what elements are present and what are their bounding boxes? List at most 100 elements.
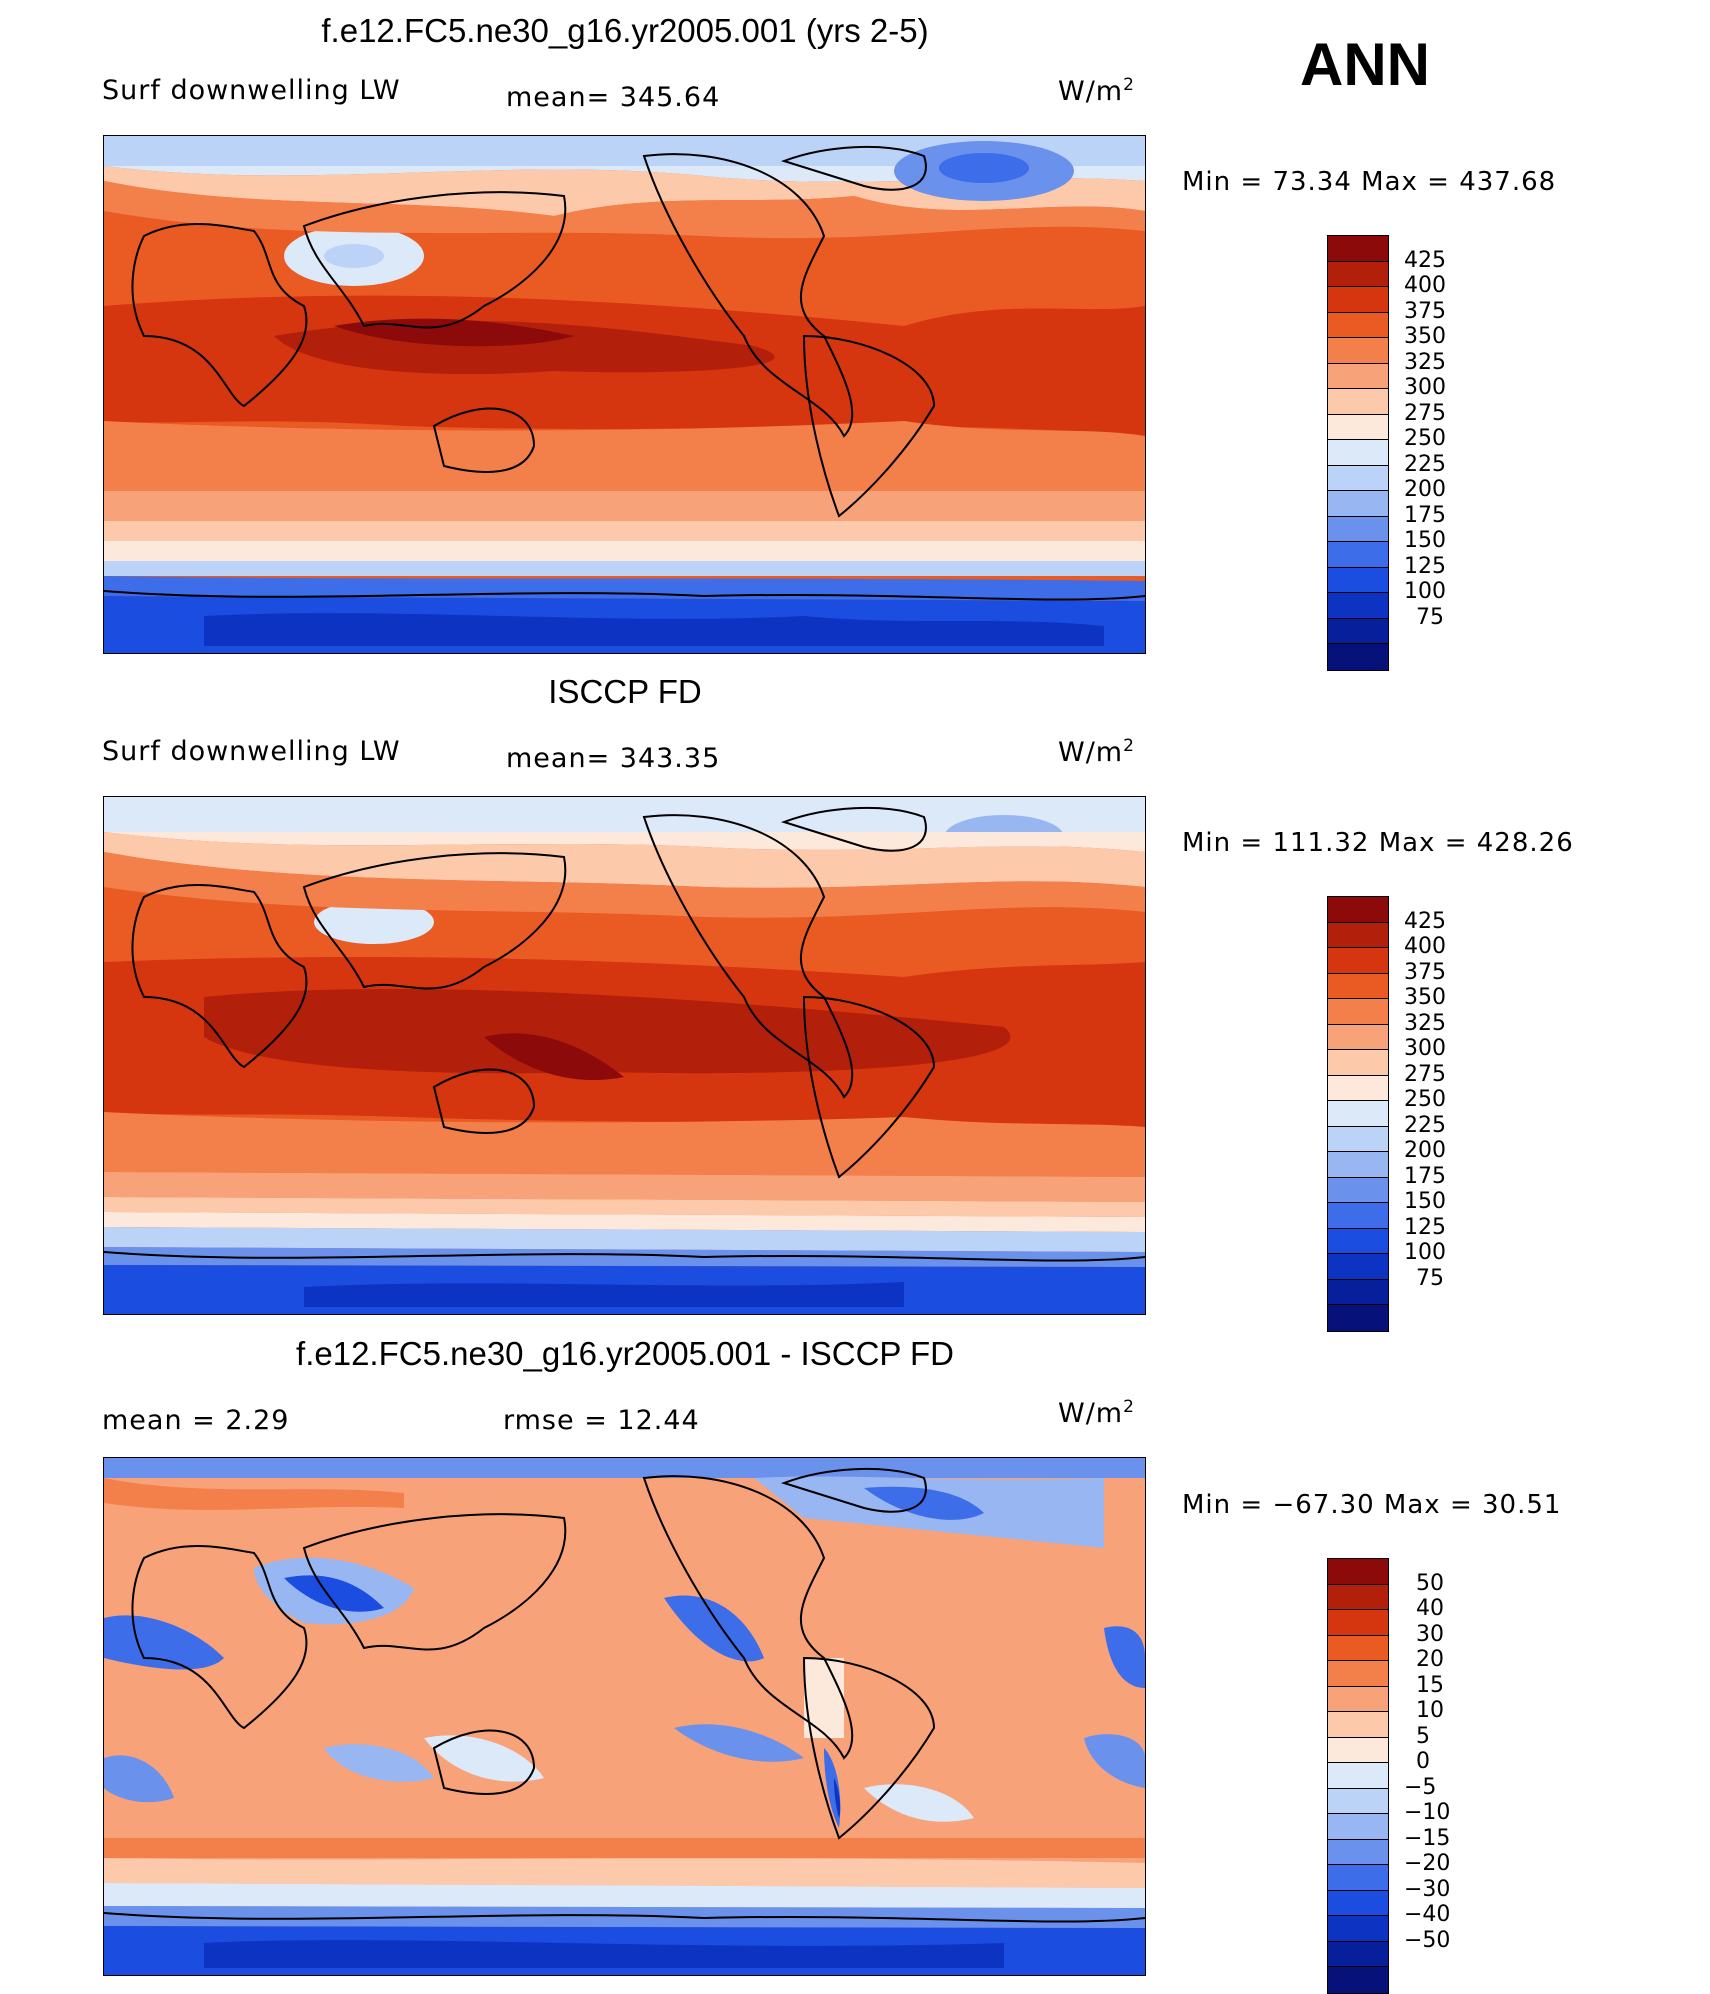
colorbar-swatch bbox=[1328, 1737, 1388, 1763]
colorbar-tick-label: 325 bbox=[1404, 1010, 1446, 1036]
panel-1-variable-label: Surf downwelling LW bbox=[102, 75, 401, 106]
colorbar-swatch bbox=[1328, 1763, 1388, 1789]
panel-3-map bbox=[103, 1457, 1146, 1976]
colorbar-swatch bbox=[1328, 644, 1388, 670]
colorbar-swatch bbox=[1328, 516, 1388, 542]
colorbar-swatch bbox=[1328, 261, 1388, 287]
colorbar-swatch bbox=[1328, 948, 1388, 974]
panel-1-mean-label: mean= 345.64 bbox=[506, 82, 721, 113]
colorbar-tick-label: 200 bbox=[1404, 477, 1446, 502]
colorbar-tick-label: 250 bbox=[1404, 426, 1446, 451]
colorbar-swatch bbox=[1328, 1305, 1388, 1331]
colorbar-swatch bbox=[1328, 1075, 1388, 1101]
panel-2-variable-label: Surf downwelling LW bbox=[102, 736, 401, 767]
colorbar-tick-label: 5 bbox=[1416, 1723, 1430, 1749]
colorbar-swatch bbox=[1328, 593, 1388, 619]
colorbar-swatch bbox=[1328, 1788, 1388, 1814]
colorbar-tick-label: 75 bbox=[1416, 1265, 1444, 1291]
colorbar-tick-label: 100 bbox=[1404, 1240, 1446, 1265]
colorbar-tick-label: −10 bbox=[1404, 1800, 1451, 1825]
colorbar-swatch bbox=[1328, 1967, 1388, 1993]
colorbar-swatch bbox=[1328, 1203, 1388, 1229]
panel-3-colorbar bbox=[1327, 1558, 1389, 1994]
colorbar-tick-label: 150 bbox=[1404, 1189, 1446, 1214]
colorbar-tick-label: −20 bbox=[1404, 1851, 1451, 1876]
panel-2-map bbox=[103, 796, 1146, 1315]
colorbar-swatch bbox=[1328, 236, 1388, 262]
colorbar-tick-label: 350 bbox=[1404, 985, 1446, 1010]
colorbar-tick-label: 250 bbox=[1404, 1087, 1446, 1112]
colorbar-tick-label: 0 bbox=[1416, 1749, 1430, 1774]
colorbar-tick-label: 375 bbox=[1404, 298, 1446, 324]
colorbar-swatch bbox=[1328, 542, 1388, 568]
colorbar-swatch bbox=[1328, 922, 1388, 948]
colorbar-swatch bbox=[1328, 363, 1388, 389]
colorbar-swatch bbox=[1328, 1865, 1388, 1891]
panel-1-title: f.e12.FC5.ne30_g16.yr2005.001 (yrs 2-5) bbox=[321, 12, 929, 49]
colorbar-swatch bbox=[1328, 1712, 1388, 1738]
colorbar-swatch bbox=[1328, 414, 1388, 440]
colorbar-swatch bbox=[1328, 287, 1388, 313]
colorbar-tick-label: 325 bbox=[1404, 349, 1446, 375]
colorbar-tick-label: 10 bbox=[1416, 1698, 1444, 1723]
colorbar-swatch bbox=[1328, 1916, 1388, 1942]
colorbar-tick-label: −15 bbox=[1404, 1825, 1451, 1851]
colorbar-tick-label: −50 bbox=[1404, 1927, 1451, 1953]
colorbar-tick-label: 20 bbox=[1416, 1647, 1444, 1672]
colorbar-swatch bbox=[1328, 567, 1388, 593]
colorbar-tick-label: 300 bbox=[1404, 375, 1446, 400]
colorbar-swatch bbox=[1328, 312, 1388, 338]
panel-1-colorbar bbox=[1327, 235, 1389, 671]
colorbar-tick-label: 275 bbox=[1404, 1061, 1446, 1087]
colorbar-swatch bbox=[1328, 999, 1388, 1025]
colorbar-swatch bbox=[1328, 1661, 1388, 1687]
panel-2-title: ISCCP FD bbox=[548, 673, 702, 710]
colorbar-tick-label: 400 bbox=[1404, 273, 1446, 298]
panel-1-minmax: Min = 73.34 Max = 437.68 bbox=[1182, 167, 1557, 197]
colorbar-swatch bbox=[1328, 897, 1388, 923]
colorbar-swatch bbox=[1328, 1254, 1388, 1280]
colorbar-swatch bbox=[1328, 1610, 1388, 1636]
panel-3-rmse-label: rmse = 12.44 bbox=[503, 1405, 700, 1436]
panel-3-title: f.e12.FC5.ne30_g16.yr2005.001 - ISCCP FD bbox=[296, 1335, 954, 1372]
colorbar-swatch bbox=[1328, 1024, 1388, 1050]
panel-2-minmax: Min = 111.32 Max = 428.26 bbox=[1182, 828, 1574, 858]
colorbar-tick-label: 225 bbox=[1404, 451, 1446, 477]
season-label: ANN bbox=[1300, 31, 1430, 98]
colorbar-tick-label: 175 bbox=[1404, 502, 1446, 528]
panel-3-mean-label: mean = 2.29 bbox=[102, 1405, 290, 1436]
colorbar-swatch bbox=[1328, 1279, 1388, 1305]
panel-3-minmax: Min = −67.30 Max = 30.51 bbox=[1182, 1490, 1562, 1520]
colorbar-swatch bbox=[1328, 1152, 1388, 1178]
colorbar-tick-label: 150 bbox=[1404, 528, 1446, 553]
colorbar-swatch bbox=[1328, 973, 1388, 999]
colorbar-swatch bbox=[1328, 1839, 1388, 1865]
colorbar-swatch bbox=[1328, 1584, 1388, 1610]
colorbar-tick-label: 425 bbox=[1404, 247, 1446, 273]
panel-2-colorbar bbox=[1327, 896, 1389, 1332]
colorbar-tick-label: 225 bbox=[1404, 1112, 1446, 1138]
colorbar-swatch bbox=[1328, 491, 1388, 517]
colorbar-tick-label: 400 bbox=[1404, 934, 1446, 959]
colorbar-tick-label: 40 bbox=[1416, 1596, 1444, 1621]
colorbar-swatch bbox=[1328, 1941, 1388, 1967]
panel-3-units: W/m2 bbox=[1058, 1397, 1135, 1429]
panel-1-units: W/m2 bbox=[1058, 75, 1135, 107]
colorbar-tick-label: 350 bbox=[1404, 324, 1446, 349]
panel-2-units: W/m2 bbox=[1058, 736, 1135, 768]
colorbar-swatch bbox=[1328, 1559, 1388, 1585]
colorbar-swatch bbox=[1328, 1814, 1388, 1840]
colorbar-tick-label: −5 bbox=[1404, 1774, 1437, 1800]
colorbar-tick-label: −40 bbox=[1404, 1902, 1451, 1927]
colorbar-tick-label: 125 bbox=[1404, 553, 1446, 579]
colorbar-tick-label: 425 bbox=[1404, 908, 1446, 934]
colorbar-swatch bbox=[1328, 1050, 1388, 1076]
colorbar-swatch bbox=[1328, 440, 1388, 466]
colorbar-swatch bbox=[1328, 1635, 1388, 1661]
colorbar-tick-label: 100 bbox=[1404, 579, 1446, 604]
colorbar-tick-label: 175 bbox=[1404, 1163, 1446, 1189]
colorbar-swatch bbox=[1328, 1126, 1388, 1152]
colorbar-tick-label: 375 bbox=[1404, 959, 1446, 985]
colorbar-tick-label: 50 bbox=[1416, 1570, 1444, 1596]
colorbar-tick-label: 125 bbox=[1404, 1214, 1446, 1240]
